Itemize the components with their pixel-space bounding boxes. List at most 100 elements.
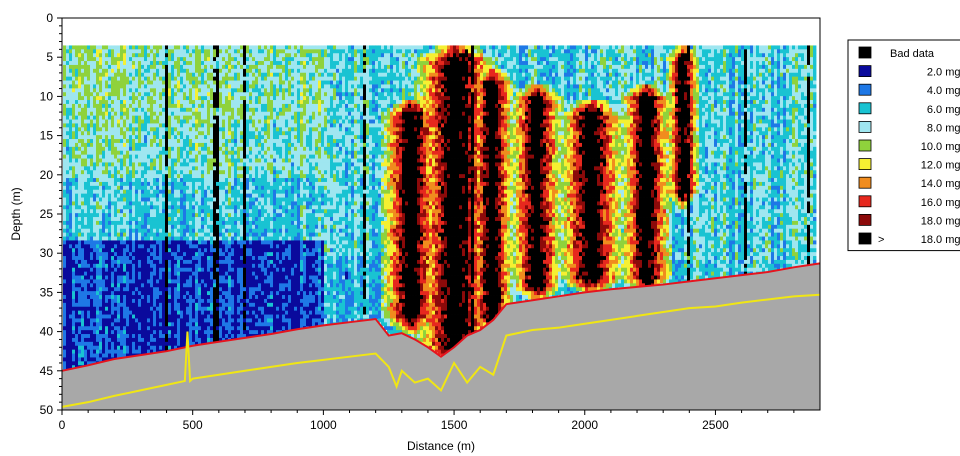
heatmap-cell [123,88,127,93]
heatmap-cell [162,345,166,351]
heatmap-cell [78,111,82,117]
heatmap-cell [147,193,151,198]
heatmap-cell [189,170,193,175]
heatmap-cell [123,135,127,140]
heatmap-cell [63,365,67,370]
heatmap-cell [186,314,190,319]
heatmap-cell [183,326,187,331]
heatmap-cell [111,72,115,78]
heatmap-cell [81,119,85,124]
heatmap-cell [195,275,199,280]
heatmap-cell [111,337,115,343]
heatmap-cell [138,150,142,156]
heatmap-cell [69,224,73,230]
heatmap-cell [186,142,190,148]
heatmap-cell [123,111,127,117]
heatmap-cell [201,158,205,163]
heatmap-cell [105,224,109,230]
heatmap-cell [219,119,223,124]
heatmap-cell [102,96,106,101]
heatmap-cell [177,123,181,128]
heatmap-cell [234,45,238,50]
heatmap-cell [246,201,250,206]
heatmap-cell [249,123,253,128]
heatmap-cell [234,287,238,292]
heatmap-cell [69,146,73,152]
heatmap-cell [126,88,130,93]
heatmap-cell [144,181,148,187]
heatmap-cell [159,337,163,343]
heatmap-cell [237,334,241,339]
heatmap-cell [102,146,106,152]
heatmap-cell [117,158,121,163]
heatmap-cell [105,49,109,54]
heatmap-cell [147,96,151,101]
heatmap-cell [120,283,124,288]
heatmap-cell [189,174,193,179]
heatmap-cell [129,92,133,97]
heatmap-cell [216,209,220,214]
heatmap-cell [75,228,79,234]
heatmap-cell [237,107,241,113]
heatmap-cell [234,150,238,156]
heatmap-cell [153,314,157,319]
heatmap-cell [195,326,199,331]
heatmap-cell [105,217,109,222]
heatmap-cell [72,96,76,101]
heatmap-cell [84,100,88,105]
heatmap-cell [222,205,226,210]
heatmap-cell [246,57,250,62]
heatmap-cell [72,197,76,202]
heatmap-cell [162,213,166,218]
heatmap-cell [75,92,79,97]
heatmap-cell [207,287,211,292]
heatmap-cell [111,224,115,230]
heatmap-cell [201,271,205,276]
heatmap-cell [84,326,88,331]
heatmap-cell [234,318,238,323]
heatmap-cell [138,240,142,245]
heatmap-cell [123,298,127,304]
heatmap-cell [114,103,118,109]
heatmap-cell [126,341,130,347]
heatmap-cell [150,107,154,113]
heatmap-cell [189,205,193,210]
heatmap-cell [129,287,133,292]
heatmap-cell [204,185,208,191]
heatmap-cell [153,103,157,109]
heatmap-cell [144,252,148,257]
heatmap-cell [138,84,142,89]
heatmap-cell [84,283,88,288]
heatmap-cell [225,68,229,74]
heatmap-cell [90,306,94,312]
heatmap-cell [138,263,142,269]
heatmap-cell [192,45,196,50]
heatmap-cell [210,162,214,167]
heatmap-cell [210,189,214,195]
heatmap-cell [249,142,253,148]
heatmap-cell [192,174,196,179]
heatmap-cell [219,228,223,234]
heatmap-cell [240,248,244,253]
heatmap-cell [195,178,199,183]
heatmap-cell [96,349,100,354]
heatmap-cell [72,275,76,280]
heatmap-cell [225,88,229,93]
heatmap-cell [153,279,157,284]
heatmap-cell [162,291,166,296]
heatmap-cell [222,170,226,175]
heatmap-cell [132,298,136,304]
heatmap-cell [177,72,181,78]
heatmap-cell [207,181,211,187]
heatmap-cell [150,185,154,191]
heatmap-cell [150,259,154,265]
heatmap-cell [243,193,247,198]
heatmap-cell [96,302,100,308]
heatmap-cell [111,349,115,354]
heatmap-cell [213,185,217,191]
heatmap-cell [186,263,190,269]
heatmap-cell [153,84,157,89]
heatmap-cell [135,88,139,93]
heatmap-cell [240,68,244,74]
heatmap-cell [111,334,115,339]
